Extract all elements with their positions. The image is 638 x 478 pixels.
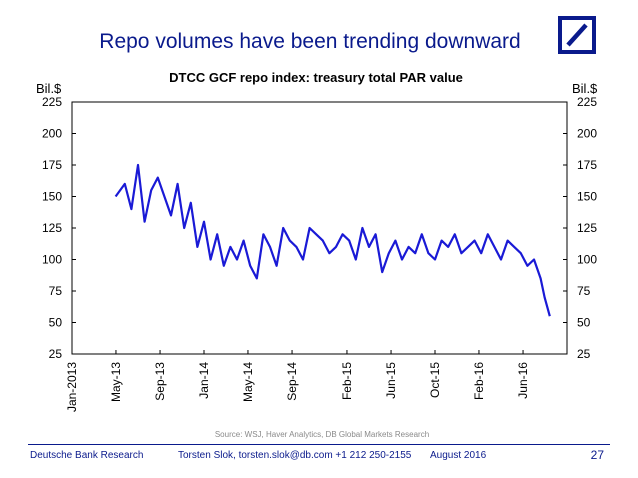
x-tick-label: Feb-15 bbox=[340, 362, 354, 400]
y-tick-label-left: 125 bbox=[42, 221, 62, 235]
y-tick-label-right: 75 bbox=[577, 284, 591, 298]
x-tick-label: Jan-2013 bbox=[65, 362, 79, 412]
page-number: 27 bbox=[590, 448, 604, 462]
repo-index-chart: DTCC GCF repo index: treasury total PAR … bbox=[36, 70, 598, 439]
slide-title: Repo volumes have been trending downward bbox=[99, 30, 521, 53]
x-tick-label: Sep-13 bbox=[153, 362, 167, 401]
y-tick-label-right: 50 bbox=[577, 316, 591, 330]
plot-frame bbox=[71, 101, 568, 355]
footer-author: Torsten Slok, torsten.slok@db.com +1 212… bbox=[178, 450, 412, 461]
y-tick-label-left: 50 bbox=[49, 316, 63, 330]
y-tick-label-right: 175 bbox=[577, 158, 597, 172]
x-tick-label: May-14 bbox=[241, 362, 255, 402]
y-tick-label-right: 125 bbox=[577, 221, 597, 235]
y-tick-label-right: 225 bbox=[577, 95, 597, 109]
y-tick-label-left: 200 bbox=[42, 127, 62, 141]
y-tick-label-left: 25 bbox=[49, 347, 63, 361]
y-axis-label-left: Bil.$ bbox=[36, 81, 62, 96]
chart-title: DTCC GCF repo index: treasury total PAR … bbox=[169, 70, 463, 85]
x-tick-label: May-13 bbox=[109, 362, 123, 402]
x-tick-label: Jan-14 bbox=[197, 362, 211, 399]
y-axis-label-right: Bil.$ bbox=[572, 81, 598, 96]
y-tick-label-right: 150 bbox=[577, 190, 597, 204]
x-tick-label: Jun-15 bbox=[384, 362, 398, 399]
deutsche-bank-logo bbox=[558, 16, 596, 54]
chart-source: Source: WSJ, Haver Analytics, DB Global … bbox=[215, 430, 429, 439]
y-tick-label-left: 75 bbox=[49, 284, 63, 298]
footer-divider bbox=[28, 444, 610, 445]
y-tick-label-left: 225 bbox=[42, 95, 62, 109]
x-tick-label: Feb-16 bbox=[472, 362, 486, 400]
y-tick-label-right: 25 bbox=[577, 347, 591, 361]
x-tick-label: Sep-14 bbox=[285, 362, 299, 401]
y-tick-label-left: 150 bbox=[42, 190, 62, 204]
series-line bbox=[114, 163, 551, 317]
footer-date: August 2016 bbox=[430, 450, 487, 461]
y-tick-label-left: 175 bbox=[42, 158, 62, 172]
x-tick-label: Oct-15 bbox=[428, 362, 442, 398]
y-tick-label-right: 200 bbox=[577, 127, 597, 141]
y-tick-label-right: 100 bbox=[577, 253, 597, 267]
footer-company: Deutsche Bank Research bbox=[30, 450, 144, 461]
x-tick-label: Jun-16 bbox=[516, 362, 530, 399]
y-tick-label-left: 100 bbox=[42, 253, 62, 267]
